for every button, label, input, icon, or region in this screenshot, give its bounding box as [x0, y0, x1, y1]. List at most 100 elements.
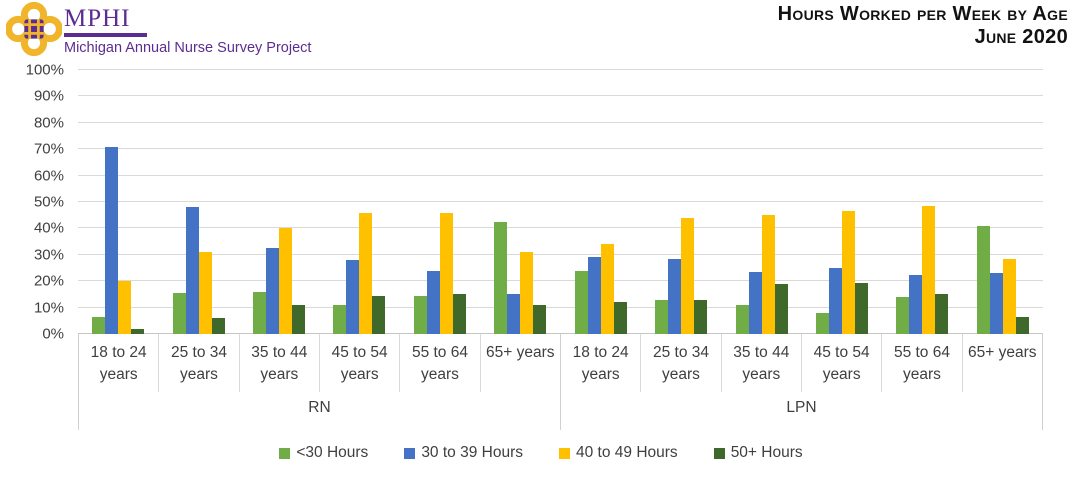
plot-area: [78, 69, 1043, 334]
legend-label: <30 Hours: [296, 444, 369, 461]
y-axis: 0% 10% 20% 30% 40% 50% 60% 70% 80% 90% 100%: [0, 62, 72, 343]
x-axis: 18 to 24 years 25 to 34 years 35 to 44 years 4…: [78, 334, 1043, 430]
bar-group: [480, 70, 560, 334]
age-group-label: 45 to 54 years: [802, 334, 883, 392]
mphi-quatrefoil-icon: [5, 1, 63, 61]
y-tick-label: 100%: [25, 61, 64, 79]
bar-group: [158, 70, 238, 334]
bar-40-to-49-hours: [681, 217, 695, 334]
bar-50+-hours: [1015, 316, 1029, 334]
gridline: [78, 306, 1043, 308]
bar-30-to-39-hours: [909, 274, 923, 334]
bar-group: [400, 70, 480, 334]
bar-40-to-49-hours: [841, 211, 855, 334]
bar-group: [319, 70, 399, 334]
bar-groups: [78, 70, 1043, 334]
gridline: [78, 69, 1043, 70]
brand-subtitle: Michigan Annual Nurse Survey Project: [64, 40, 312, 56]
legend-swatch-icon: [404, 447, 416, 459]
bar-<30-hours: [896, 297, 910, 334]
y-tick-label: 10%: [33, 299, 64, 317]
bar-50+-hours: [452, 294, 466, 334]
y-tick-label: 40%: [33, 219, 64, 237]
gridline: [78, 253, 1043, 255]
age-group-label: 35 to 44 years: [240, 334, 320, 392]
bar-<30-hours: [172, 293, 186, 334]
bar-group: [641, 70, 721, 334]
age-group-label: 45 to 54 years: [320, 334, 401, 392]
legend-swatch-icon: [713, 447, 725, 459]
bar-30-to-39-hours: [668, 258, 682, 334]
bar-50+-hours: [533, 304, 547, 334]
plot-section-lpn: [561, 70, 1044, 334]
bar-40-to-49-hours: [359, 212, 373, 334]
bar-40-to-49-hours: [922, 205, 936, 334]
bar-40-to-49-hours: [761, 215, 775, 334]
bar-50+-hours: [935, 294, 949, 334]
bar-30-to-39-hours: [185, 207, 199, 334]
age-group-label: 55 to 64 years: [882, 334, 963, 392]
bar-group: [882, 70, 962, 334]
y-tick-label: 80%: [33, 114, 64, 132]
bar-40-to-49-hours: [520, 252, 534, 334]
y-tick-label: 0%: [42, 325, 64, 343]
legend-swatch-icon: [279, 447, 291, 459]
chart-title: Hours Worked per Week by Age June 2020: [778, 3, 1068, 49]
gridline: [78, 333, 1043, 334]
bar-group: [802, 70, 882, 334]
bar-group: [239, 70, 319, 334]
bar-50+-hours: [211, 318, 225, 334]
bar-40-to-49-hours: [198, 252, 212, 334]
y-tick-label: 30%: [33, 246, 64, 264]
bar-40-to-49-hours: [279, 228, 293, 334]
gridline: [78, 201, 1043, 202]
legend-label: 50+ Hours: [730, 444, 803, 461]
bar-<30-hours: [655, 299, 669, 334]
age-group-label: 65+ years: [968, 344, 1037, 361]
legend-label: 30 to 39 Hours: [421, 444, 523, 461]
bar-50+-hours: [372, 295, 386, 334]
bar-<30-hours: [815, 312, 829, 334]
bar-group: [721, 70, 801, 334]
bar-30-to-39-hours: [105, 146, 119, 334]
age-label-row: 18 to 24 years 25 to 34 years 35 to 44 years 4…: [79, 334, 560, 392]
age-group-label: 18 to 24 years: [561, 334, 642, 392]
age-label-row: 18 to 24 years 25 to 34 years 35 to 44 years 4…: [561, 334, 1042, 392]
gridline: [78, 148, 1043, 150]
chart-title-line2: June 2020: [974, 26, 1068, 48]
bar-30-to-39-hours: [426, 270, 440, 334]
legend-item: 40 to 49 Hours: [559, 444, 678, 462]
bar-30-to-39-hours: [346, 260, 360, 334]
bar-<30-hours: [735, 304, 749, 334]
y-tick-label: 50%: [33, 193, 64, 211]
bar-30-to-39-hours: [828, 268, 842, 334]
age-group-label: 25 to 34 years: [159, 334, 240, 392]
bar-<30-hours: [253, 291, 267, 334]
bar-30-to-39-hours: [989, 273, 1003, 334]
bar-30-to-39-hours: [587, 257, 601, 334]
bar-<30-hours: [976, 225, 990, 334]
bar-50+-hours: [292, 304, 306, 334]
legend-label: 40 to 49 Hours: [576, 444, 678, 461]
bar-<30-hours: [413, 295, 427, 334]
gridline: [78, 280, 1043, 282]
chart-title-line1: Hours Worked per Week by Age: [777, 3, 1068, 25]
bar-group: [963, 70, 1043, 334]
gridline: [78, 121, 1043, 123]
bar-40-to-49-hours: [1002, 258, 1016, 334]
gridline: [78, 95, 1043, 97]
bar-<30-hours: [494, 221, 508, 334]
bar-30-to-39-hours: [507, 294, 521, 334]
section-label: LPN: [786, 399, 817, 416]
bar-40-to-49-hours: [439, 212, 453, 334]
bar-40-to-49-hours: [600, 244, 614, 334]
bar-50+-hours: [131, 328, 145, 334]
legend-swatch-icon: [559, 447, 570, 459]
legend-item: 30 to 39 Hours: [404, 444, 523, 462]
brand-name: MPHI: [64, 6, 147, 37]
legend: <30 Hours 30 to 39 Hours 40 to 49 Hours 50+…: [0, 444, 1082, 462]
bar-<30-hours: [574, 270, 588, 334]
bar-50+-hours: [854, 282, 868, 334]
bar-<30-hours: [333, 304, 347, 334]
